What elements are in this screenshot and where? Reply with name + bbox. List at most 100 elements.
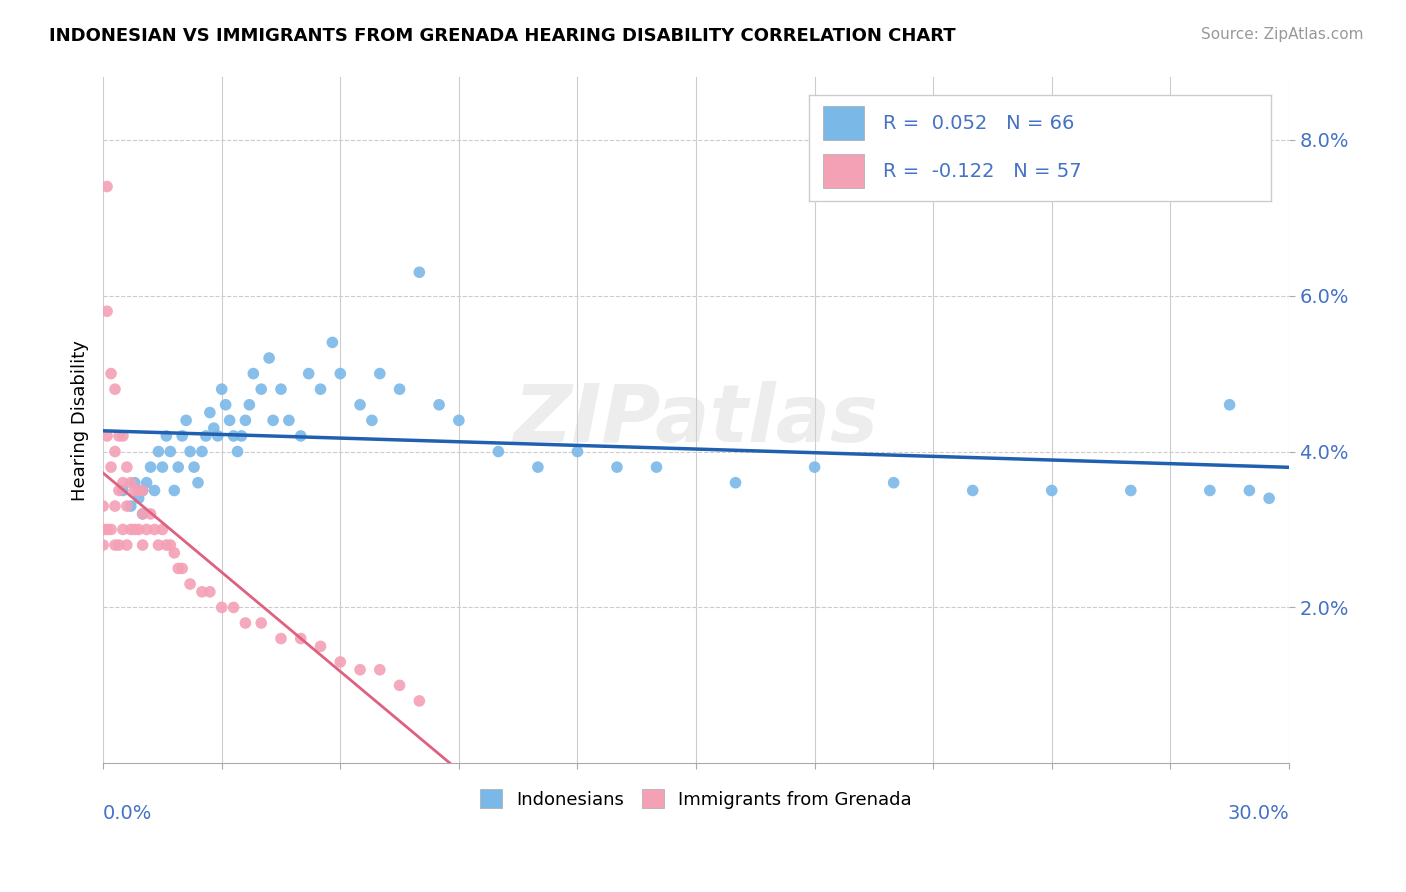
Point xyxy=(238,398,260,412)
Point xyxy=(226,444,249,458)
Text: ZIPatlas: ZIPatlas xyxy=(513,382,879,459)
Point xyxy=(290,632,312,646)
Point xyxy=(202,421,225,435)
Point xyxy=(120,475,142,490)
Point xyxy=(167,460,190,475)
Text: 0.0%: 0.0% xyxy=(103,805,152,823)
Point xyxy=(427,398,450,412)
Point xyxy=(148,444,170,458)
Point xyxy=(606,460,628,475)
Point xyxy=(135,475,157,490)
Point xyxy=(111,475,134,490)
Point xyxy=(111,523,134,537)
Point xyxy=(218,413,240,427)
Point xyxy=(115,460,138,475)
Point xyxy=(139,460,162,475)
Point xyxy=(174,413,197,427)
Point xyxy=(231,429,253,443)
Point xyxy=(108,483,131,498)
Point xyxy=(155,429,177,443)
Point xyxy=(277,413,299,427)
Point xyxy=(329,655,352,669)
Point xyxy=(139,507,162,521)
Point xyxy=(242,367,264,381)
Point xyxy=(309,382,332,396)
Point xyxy=(124,483,146,498)
Point xyxy=(96,429,118,443)
Point xyxy=(257,351,280,365)
Point xyxy=(803,460,825,475)
Point xyxy=(270,632,292,646)
Point xyxy=(163,546,186,560)
Point xyxy=(120,499,142,513)
Point xyxy=(152,460,174,475)
Point xyxy=(91,523,114,537)
Point xyxy=(211,600,233,615)
Point xyxy=(235,615,257,630)
Point xyxy=(191,444,214,458)
Point xyxy=(883,475,905,490)
Text: INDONESIAN VS IMMIGRANTS FROM GRENADA HEARING DISABILITY CORRELATION CHART: INDONESIAN VS IMMIGRANTS FROM GRENADA HE… xyxy=(49,27,956,45)
Point xyxy=(1040,483,1063,498)
Point xyxy=(194,429,217,443)
Point xyxy=(388,678,411,692)
Point xyxy=(163,483,186,498)
Point xyxy=(179,444,201,458)
Point xyxy=(128,491,150,506)
Point xyxy=(115,538,138,552)
Point xyxy=(207,429,229,443)
Point xyxy=(527,460,550,475)
Point xyxy=(1219,398,1241,412)
Point xyxy=(172,561,194,575)
Point xyxy=(104,538,127,552)
Point xyxy=(143,523,166,537)
Point xyxy=(135,523,157,537)
Point xyxy=(724,475,747,490)
Point xyxy=(104,499,127,513)
Point xyxy=(645,460,668,475)
Point xyxy=(361,413,384,427)
Point xyxy=(104,444,127,458)
Point xyxy=(388,382,411,396)
Point xyxy=(108,429,131,443)
Point xyxy=(131,483,153,498)
Point xyxy=(567,444,589,458)
Point xyxy=(298,367,321,381)
Point xyxy=(349,398,371,412)
Text: Source: ZipAtlas.com: Source: ZipAtlas.com xyxy=(1201,27,1364,42)
Point xyxy=(486,444,509,458)
Point xyxy=(124,523,146,537)
Text: 30.0%: 30.0% xyxy=(1227,805,1289,823)
Point xyxy=(131,507,153,521)
Point xyxy=(191,584,214,599)
Point xyxy=(179,577,201,591)
Point xyxy=(96,179,118,194)
Point xyxy=(91,538,114,552)
Point xyxy=(159,538,181,552)
Point xyxy=(235,413,257,427)
Point xyxy=(159,444,181,458)
Point xyxy=(172,429,194,443)
Point xyxy=(368,663,391,677)
Y-axis label: Hearing Disability: Hearing Disability xyxy=(72,340,89,500)
Point xyxy=(131,538,153,552)
Point xyxy=(309,640,332,654)
Point xyxy=(100,523,122,537)
Point xyxy=(131,483,153,498)
Point xyxy=(128,483,150,498)
Point xyxy=(152,523,174,537)
Point xyxy=(96,523,118,537)
Point xyxy=(115,499,138,513)
Point xyxy=(198,406,221,420)
Point xyxy=(214,398,236,412)
Point xyxy=(128,523,150,537)
Point xyxy=(349,663,371,677)
Point xyxy=(408,265,430,279)
Point xyxy=(447,413,470,427)
Point xyxy=(148,538,170,552)
Point xyxy=(100,367,122,381)
Point xyxy=(270,382,292,396)
Point xyxy=(1239,483,1261,498)
Point xyxy=(962,483,984,498)
Point xyxy=(108,538,131,552)
